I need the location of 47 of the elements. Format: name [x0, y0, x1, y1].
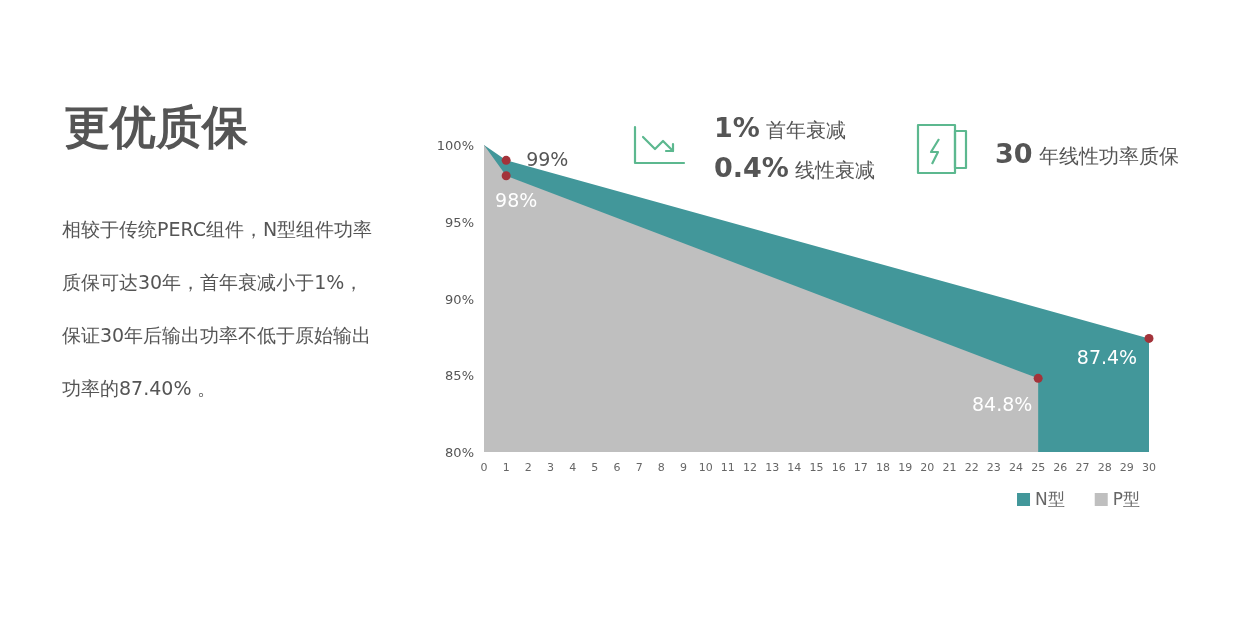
- annotation: 1% 首年衰减: [714, 112, 847, 143]
- x-tick-label: 18: [876, 461, 890, 474]
- x-tick-label: 27: [1075, 461, 1090, 474]
- legend-label: P型: [1112, 489, 1140, 509]
- x-tick-label: 24: [1009, 461, 1023, 474]
- annotation: 0.4% 线性衰减: [714, 152, 876, 183]
- annotation: 相较于传统PERC组件，N型组件功率质保可达30年，首年衰减小于1%，保证30年后输出功率不低于原始输出功率的87.40% 。: [62, 217, 374, 401]
- x-tick-label: 19: [898, 461, 913, 474]
- y-tick-label: 85%: [445, 368, 474, 384]
- x-tick-label: 6: [613, 461, 621, 474]
- x-tick-label: 15: [809, 461, 824, 474]
- y-tick-label: 100%: [436, 138, 474, 153]
- data-label: 99%: [526, 148, 569, 171]
- x-tick-label: 17: [853, 461, 868, 474]
- x-tick-label: 16: [831, 461, 846, 474]
- x-tick-label: 10: [698, 461, 713, 474]
- x-tick-label: 4: [569, 461, 577, 474]
- x-tick-label: 8: [657, 461, 665, 474]
- x-tick-label: 7: [635, 461, 643, 474]
- x-tick-label: 20: [920, 461, 935, 474]
- y-tick-label: 95%: [445, 214, 474, 230]
- x-tick-label: 28: [1097, 461, 1112, 474]
- x-tick-label: 26: [1053, 461, 1068, 474]
- data-label: 84.8%: [972, 393, 1033, 416]
- x-tick-label: 11: [720, 461, 735, 474]
- x-tick-label: 13: [765, 461, 780, 474]
- x-tick-label: 5: [591, 461, 599, 474]
- y-tick-label: 80%: [445, 445, 474, 460]
- x-tick-label: 3: [547, 461, 554, 474]
- x-tick-label: 0: [480, 461, 488, 474]
- y-tick-label: 90%: [445, 291, 474, 307]
- x-tick-label: 25: [1031, 461, 1046, 474]
- data-label: 98%: [495, 188, 538, 211]
- title: 更优质保: [64, 100, 248, 154]
- data-label: 87.4%: [1076, 346, 1138, 369]
- x-tick-label: 12: [743, 461, 757, 474]
- x-tick-label: 21: [942, 461, 957, 474]
- legend-label: N型: [1035, 489, 1065, 509]
- x-tick-label: 14: [787, 461, 802, 474]
- x-tick-label: 29: [1119, 461, 1134, 474]
- annotation: 30 年线性功率质保: [995, 138, 1179, 169]
- x-tick-label: 2: [524, 461, 532, 474]
- x-tick-label: 9: [680, 461, 687, 474]
- x-tick-label: 22: [964, 461, 979, 474]
- x-tick-label: 1: [502, 461, 510, 474]
- x-tick-label: 30: [1142, 461, 1156, 474]
- x-tick-label: 23: [986, 461, 1001, 474]
